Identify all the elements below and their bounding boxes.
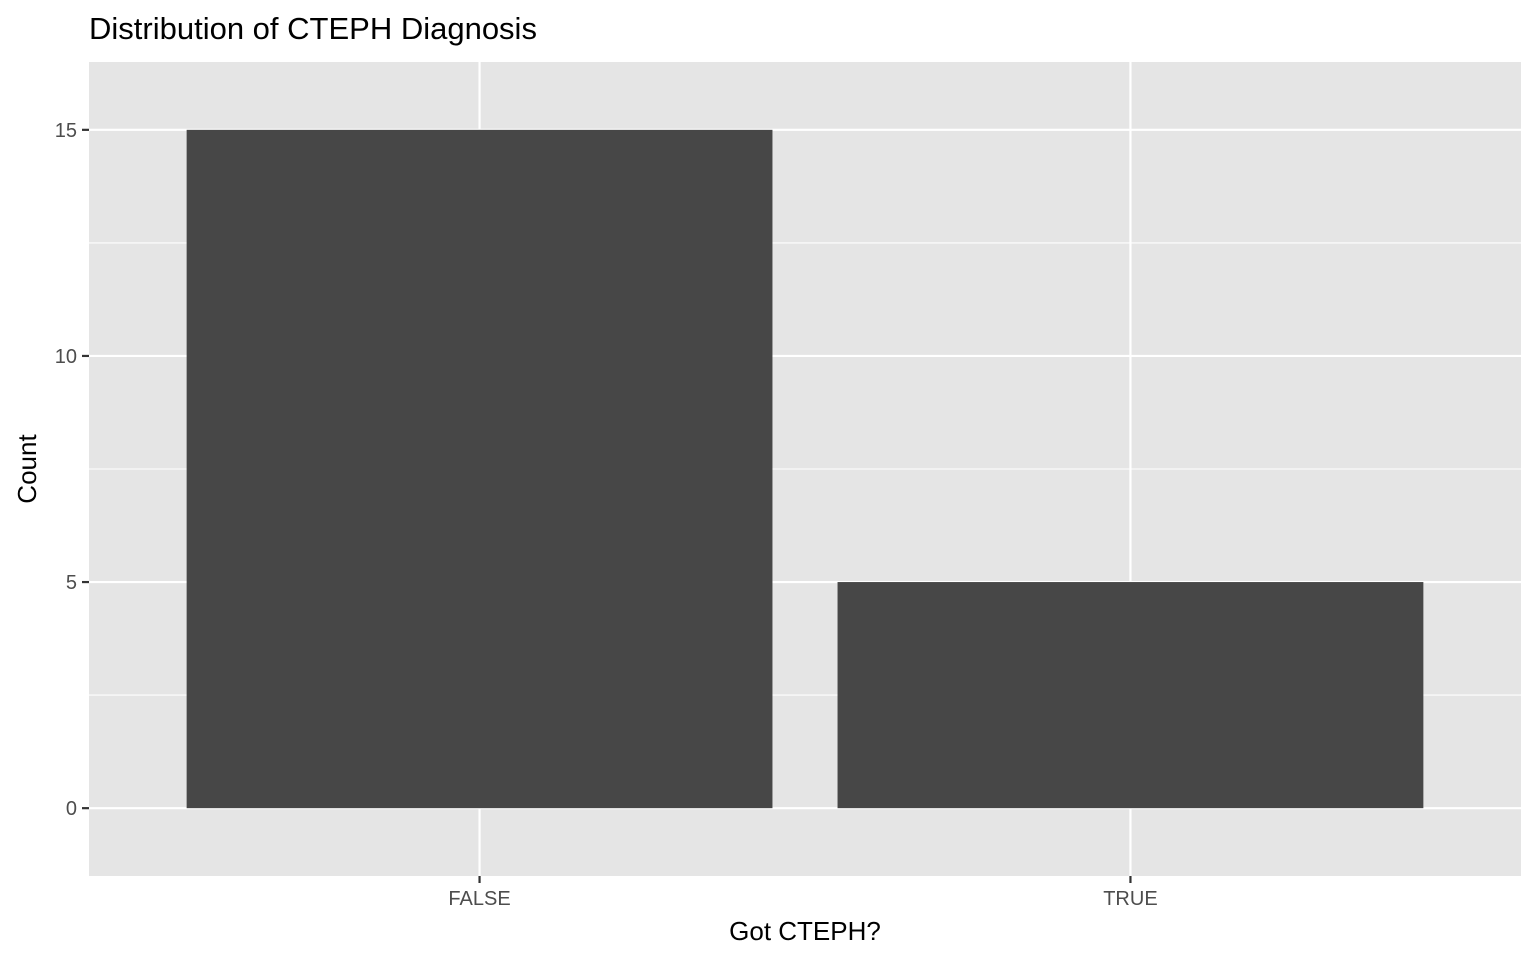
chart-title: Distribution of CTEPH Diagnosis (89, 11, 537, 46)
axes: 0 5 10 15 FALSE TRUE (55, 120, 1158, 910)
bar-false (186, 129, 773, 809)
x-tick-label: FALSE (448, 888, 510, 910)
y-tick-label: 15 (55, 120, 77, 142)
x-tick-label: TRUE (1103, 888, 1157, 910)
y-tick-label: 5 (66, 572, 77, 594)
bar-true (837, 582, 1424, 809)
y-tick-label: 10 (55, 346, 77, 368)
y-tick-label: 0 (66, 798, 77, 820)
bars (186, 129, 1424, 809)
y-axis-title: Count (12, 434, 42, 504)
x-axis-title: Got CTEPH? (729, 916, 881, 946)
